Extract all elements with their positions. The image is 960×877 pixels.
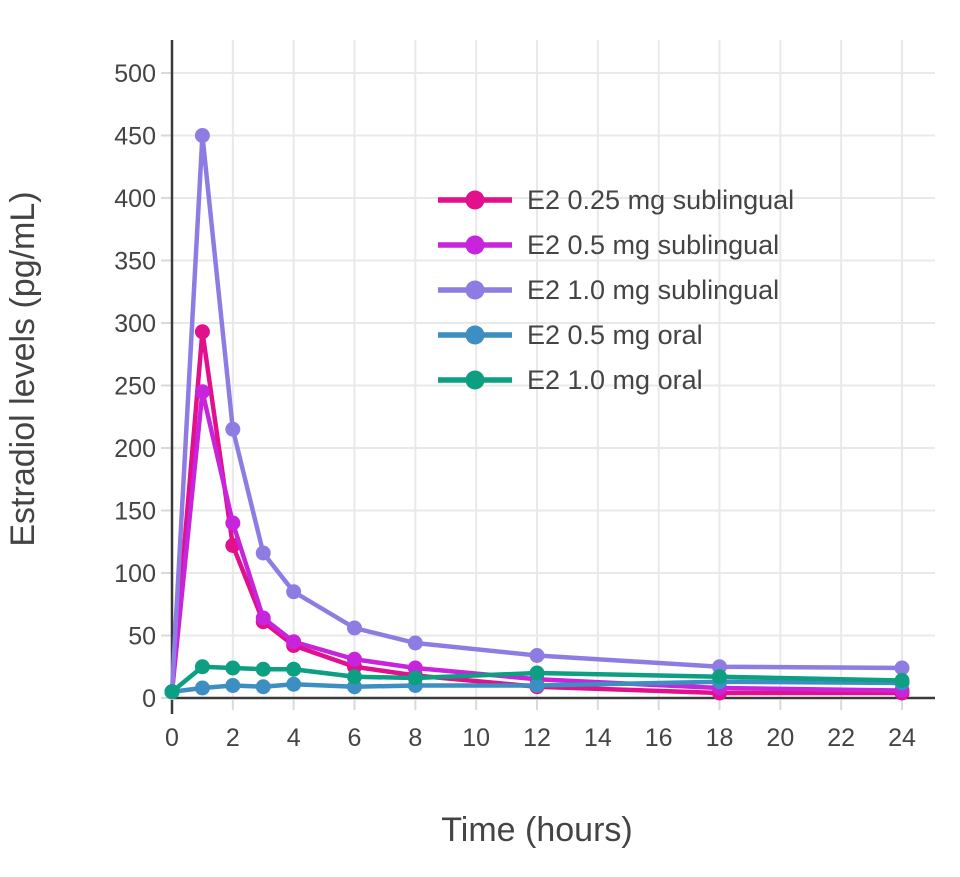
y-tick-label: 100 bbox=[114, 560, 156, 588]
data-point bbox=[255, 679, 271, 695]
grid-layer bbox=[172, 40, 935, 698]
data-point bbox=[407, 670, 423, 686]
x-axis-title: Time (hours) bbox=[441, 811, 632, 849]
series-line bbox=[169, 679, 905, 694]
legend-item[interactable]: E2 1.0 mg oral bbox=[438, 365, 703, 395]
x-tick-label: 12 bbox=[523, 724, 551, 752]
x-tick-label: 18 bbox=[706, 724, 734, 752]
series-line bbox=[169, 133, 905, 694]
legend-label: E2 0.25 mg sublingual bbox=[527, 185, 794, 215]
data-point bbox=[712, 669, 727, 685]
x-tick-label: 14 bbox=[584, 724, 612, 752]
y-tick-label: 400 bbox=[114, 185, 156, 213]
series-3 bbox=[164, 128, 910, 700]
data-point bbox=[225, 515, 241, 531]
data-point bbox=[894, 660, 910, 676]
x-tick-label: 0 bbox=[165, 724, 179, 752]
data-point bbox=[194, 659, 210, 675]
x-tick-label: 2 bbox=[226, 724, 240, 752]
y-tick-label: 300 bbox=[114, 310, 156, 338]
data-point bbox=[194, 128, 210, 143]
series-line bbox=[169, 664, 905, 694]
data-point bbox=[164, 684, 180, 700]
data-point bbox=[194, 384, 210, 400]
data-point bbox=[225, 660, 241, 676]
legend-item[interactable]: E2 1.0 mg sublingual bbox=[438, 275, 779, 305]
legend-item[interactable]: E2 0.5 mg oral bbox=[438, 320, 703, 350]
data-point bbox=[286, 584, 302, 600]
series-layer bbox=[164, 128, 910, 701]
legend-item[interactable]: E2 0.5 mg sublingual bbox=[438, 230, 779, 260]
legend: E2 0.25 mg sublingual E2 0.5 mg sublingua… bbox=[438, 185, 794, 395]
legend-label: E2 1.0 mg sublingual bbox=[527, 275, 779, 305]
data-point bbox=[286, 661, 302, 677]
data-point bbox=[894, 673, 910, 688]
y-tick-label: 500 bbox=[114, 60, 156, 88]
data-point bbox=[194, 680, 210, 696]
data-point bbox=[225, 421, 241, 437]
legend-label: E2 1.0 mg oral bbox=[527, 365, 703, 395]
data-point bbox=[194, 324, 210, 340]
x-tick-label: 16 bbox=[645, 724, 673, 752]
legend-marker-dot bbox=[465, 235, 485, 255]
series-5 bbox=[164, 659, 910, 700]
legend-item[interactable]: E2 0.25 mg sublingual bbox=[438, 185, 794, 215]
legend-marker-dot bbox=[465, 280, 485, 300]
y-tick-label: 250 bbox=[114, 373, 156, 401]
x-tick-label: 20 bbox=[766, 724, 794, 752]
x-tick-label: 6 bbox=[348, 724, 362, 752]
series-line bbox=[169, 329, 905, 696]
x-tick-label: 10 bbox=[462, 724, 490, 752]
data-point bbox=[529, 665, 545, 681]
y-tick-label: 450 bbox=[114, 123, 156, 151]
y-tick-label: 0 bbox=[142, 685, 156, 713]
x-tick-label: 24 bbox=[888, 724, 916, 752]
data-point bbox=[255, 661, 271, 677]
data-point bbox=[529, 678, 545, 693]
y-axis-title: Estradiol levels (pg/mL) bbox=[4, 191, 42, 546]
legend-label: E2 0.5 mg oral bbox=[527, 320, 703, 350]
legend-marker-dot bbox=[465, 190, 485, 210]
x-tick-label: 4 bbox=[287, 724, 301, 752]
data-point bbox=[255, 545, 271, 561]
legend-marker-dot bbox=[465, 325, 485, 345]
data-point bbox=[347, 669, 362, 685]
x-tick-label: 22 bbox=[827, 724, 855, 752]
data-point bbox=[347, 651, 362, 667]
y-tick-label: 50 bbox=[128, 623, 156, 651]
data-point bbox=[347, 620, 362, 636]
y-tick-label: 350 bbox=[114, 248, 156, 276]
x-tick-label: 8 bbox=[408, 724, 422, 752]
data-point bbox=[407, 635, 423, 651]
legend-label: E2 0.5 mg sublingual bbox=[527, 230, 779, 260]
data-point bbox=[529, 648, 545, 663]
data-point bbox=[255, 610, 271, 626]
data-point bbox=[286, 676, 302, 692]
data-point bbox=[225, 678, 241, 693]
y-tick-label: 200 bbox=[114, 435, 156, 463]
y-tick-label: 150 bbox=[114, 498, 156, 526]
data-point bbox=[286, 634, 302, 650]
legend-marker-dot bbox=[465, 370, 485, 390]
